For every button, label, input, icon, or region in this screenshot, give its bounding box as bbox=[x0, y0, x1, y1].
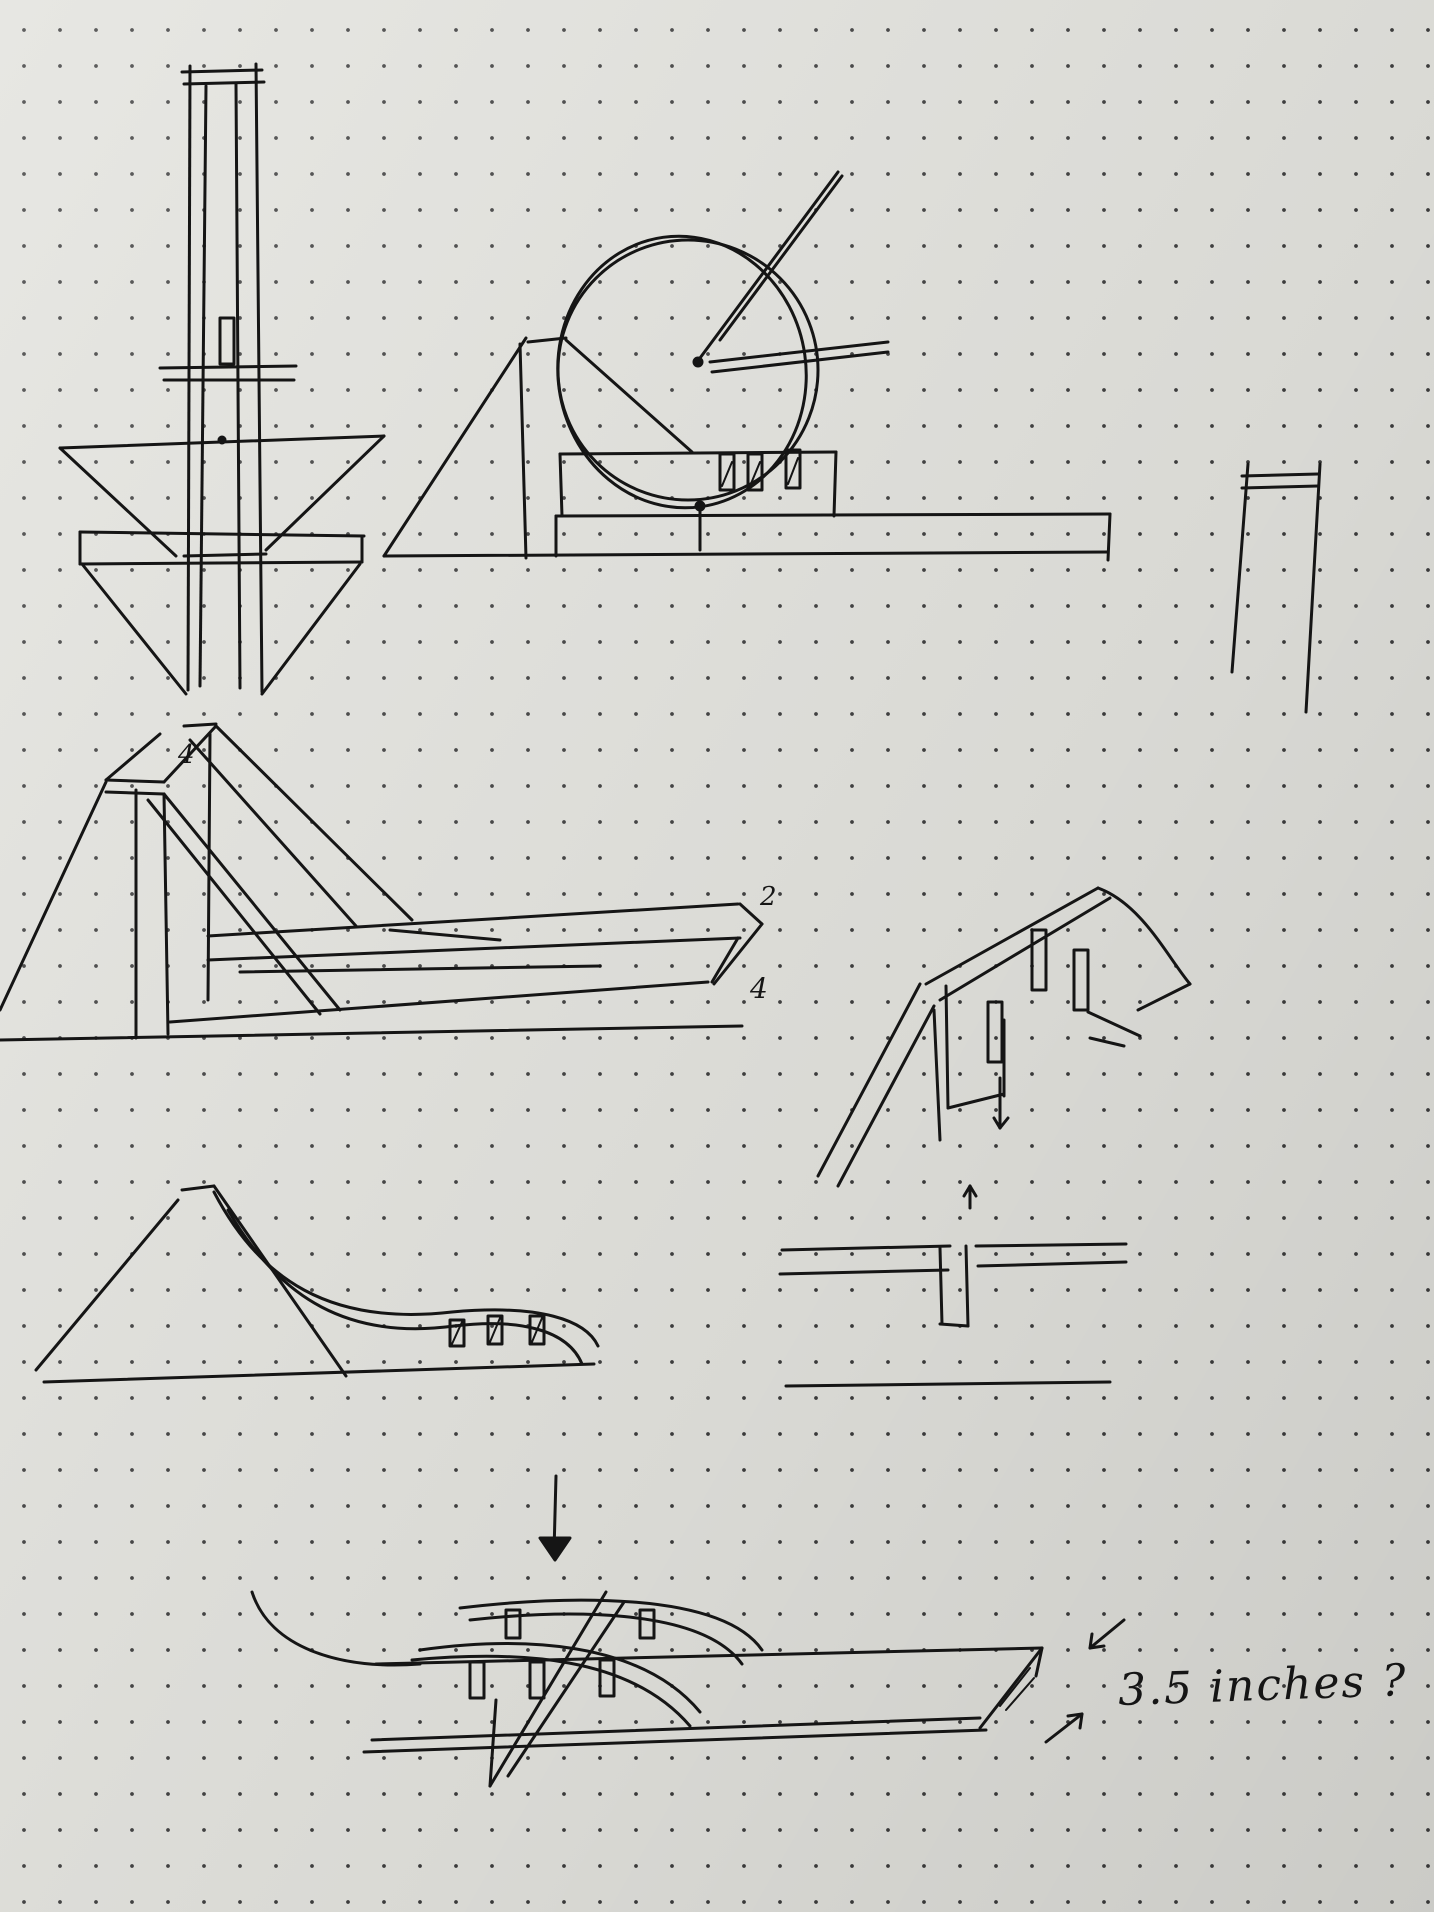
ramp-3d-sketch bbox=[0, 724, 762, 1040]
ramp-loop-sketch bbox=[384, 172, 1110, 560]
t-junction-sketch bbox=[780, 1186, 1126, 1386]
size-note-label: 3.5 inches ? bbox=[1117, 1655, 1408, 1716]
dimension-label-side: 4 bbox=[750, 972, 768, 1005]
post-sketch bbox=[1232, 464, 1320, 712]
chimney-tower-sketch bbox=[60, 64, 384, 694]
combined-design-sketch bbox=[252, 1476, 1124, 1786]
hill-ramp-sketch bbox=[36, 1186, 598, 1382]
arch-ramp-sketch bbox=[818, 888, 1190, 1186]
dimension-label-post: 4 bbox=[178, 740, 195, 770]
dimension-label-top: 2 bbox=[760, 882, 777, 912]
